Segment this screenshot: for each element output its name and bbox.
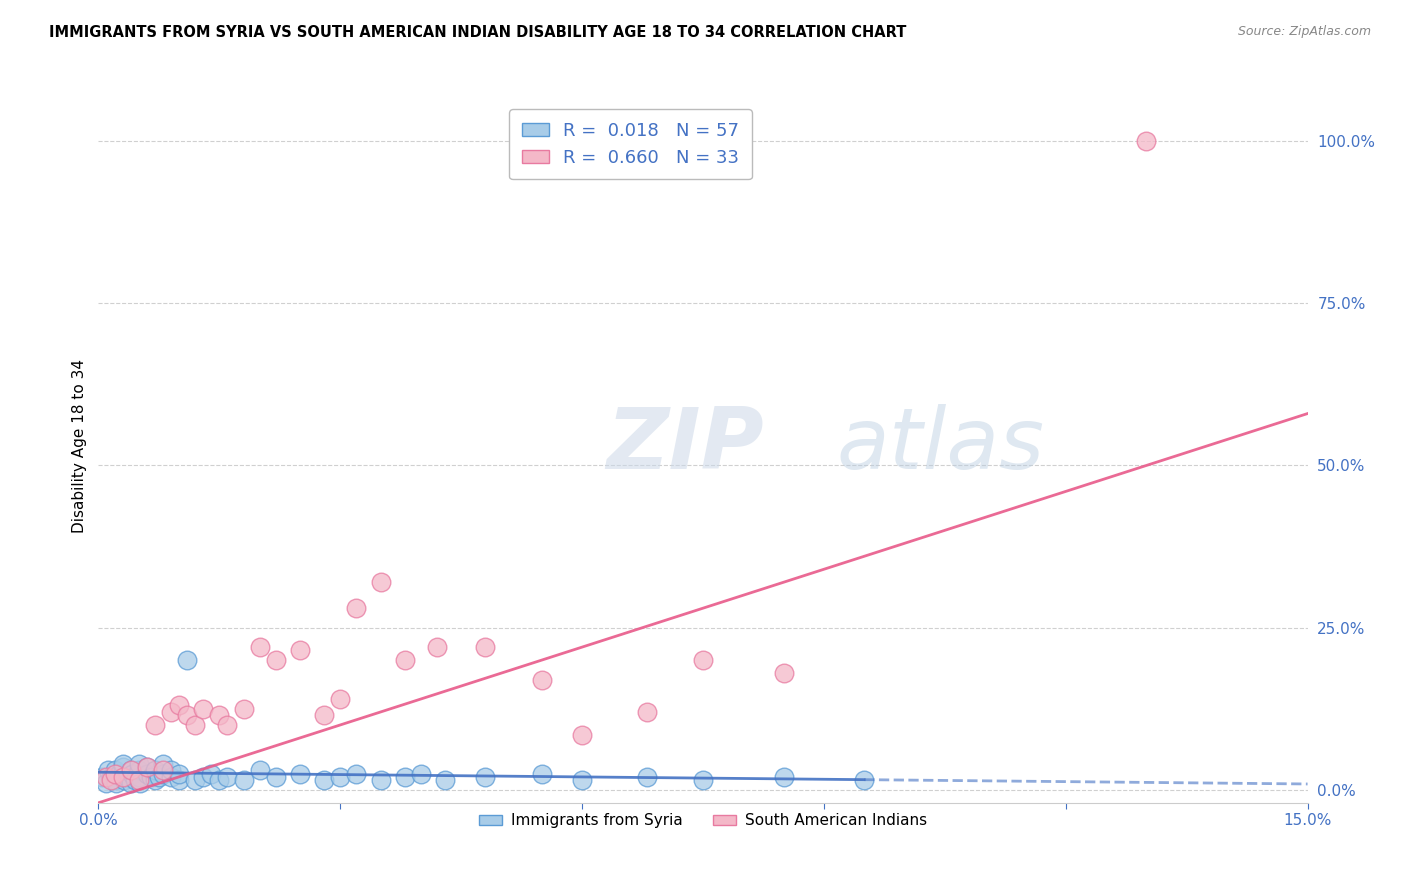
Point [434,773,457,788]
Point [120,776,142,790]
Point [124,773,146,788]
Point [692,653,714,667]
Point [111,760,134,774]
Point [160,764,183,778]
Point [128,764,150,778]
Point [314,773,336,788]
Point [129,776,152,790]
Point [143,773,166,788]
Point [853,773,876,788]
Point [152,756,174,771]
Legend: Immigrants from Syria, South American Indians: Immigrants from Syria, South American In… [472,807,934,834]
Text: ZIP: ZIP [606,404,763,488]
Point [208,708,231,723]
Point [571,728,593,742]
Point [143,718,166,732]
Point [128,756,150,771]
Point [474,640,496,654]
Point [139,770,162,784]
Point [772,666,794,681]
Point [200,766,222,780]
Point [426,640,449,654]
Point [314,708,336,723]
Point [409,766,432,780]
Point [167,773,190,788]
Point [160,770,183,784]
Point [167,698,190,713]
Point [152,766,174,780]
Point [344,601,367,615]
Point [370,575,392,590]
Point [120,764,142,778]
Point [111,770,134,784]
Text: atlas: atlas [837,404,1045,488]
Point [208,773,231,788]
Point [370,773,392,788]
Point [96,770,118,784]
Point [636,770,658,784]
Point [135,766,157,780]
Point [103,766,125,780]
Point [111,756,134,771]
Point [217,718,239,732]
Point [264,770,287,784]
Point [135,760,157,774]
Point [394,770,416,784]
Point [288,766,311,780]
Point [112,773,135,788]
Point [111,770,134,784]
Point [571,773,593,788]
Text: IMMIGRANTS FROM SYRIA VS SOUTH AMERICAN INDIAN DISABILITY AGE 18 TO 34 CORRELATI: IMMIGRANTS FROM SYRIA VS SOUTH AMERICAN … [49,25,907,40]
Point [232,702,254,716]
Point [249,764,271,778]
Point [148,770,170,784]
Point [103,764,125,778]
Point [121,766,143,780]
Point [193,770,215,784]
Point [128,773,150,788]
Point [232,773,254,788]
Point [100,773,122,788]
Point [329,770,352,784]
Text: Source: ZipAtlas.com: Source: ZipAtlas.com [1237,25,1371,38]
Point [772,770,794,784]
Point [288,643,311,657]
Point [530,766,553,780]
Point [329,692,352,706]
Point [103,773,125,788]
Point [91,770,114,784]
Point [176,653,198,667]
Point [530,673,553,687]
Point [105,776,128,790]
Point [135,760,157,774]
Point [97,764,120,778]
Point [115,770,138,784]
Point [184,773,207,788]
Point [160,705,183,719]
Point [344,766,367,780]
Point [249,640,271,654]
Point [264,653,287,667]
Point [692,773,714,788]
Point [152,764,174,778]
Point [394,653,416,667]
Point [167,766,190,780]
Point [636,705,658,719]
Point [107,766,129,780]
Point [474,770,496,784]
Point [217,770,239,784]
Point [96,776,118,790]
Point [100,770,122,784]
Y-axis label: Disability Age 18 to 34: Disability Age 18 to 34 [72,359,87,533]
Point [143,764,166,778]
Point [193,702,215,716]
Point [176,708,198,723]
Point [120,764,142,778]
Point [128,770,150,784]
Point [184,718,207,732]
Point [1135,134,1157,148]
